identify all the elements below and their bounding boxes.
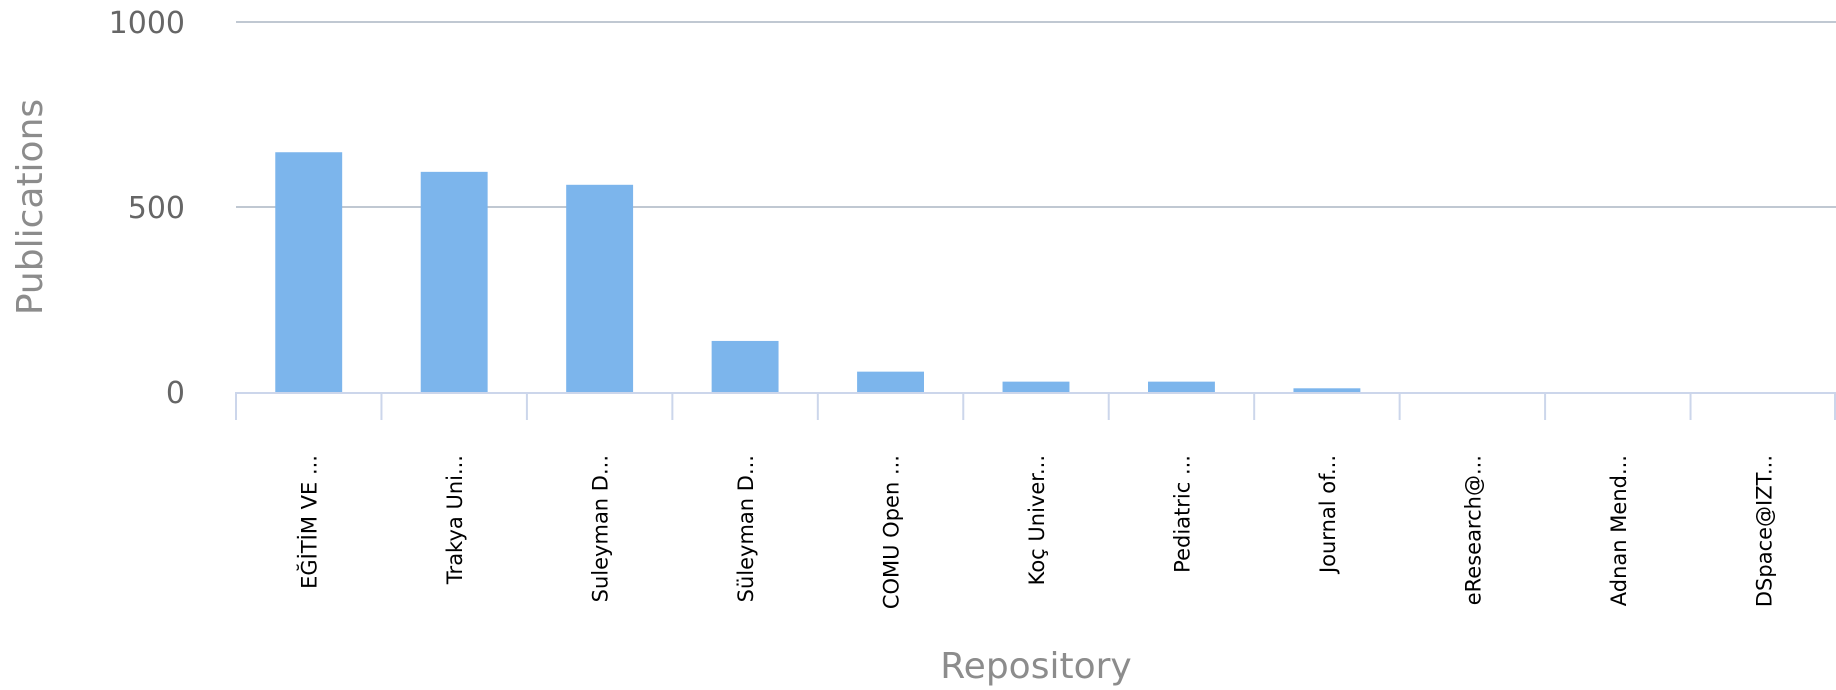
x-tick-label: DSpace@IZT... xyxy=(1752,455,1776,607)
x-axis xyxy=(235,392,1836,420)
bar[interactable] xyxy=(275,152,343,392)
bar[interactable] xyxy=(1293,388,1361,392)
bar[interactable] xyxy=(1148,381,1215,392)
bar[interactable] xyxy=(711,340,779,392)
grid-lines xyxy=(236,21,1836,208)
x-tick-label: Adnan Mend... xyxy=(1607,455,1631,606)
bar[interactable] xyxy=(1002,381,1070,392)
x-tick-label: eResearch@... xyxy=(1461,455,1485,605)
y-tick-label: 0 xyxy=(166,376,185,411)
x-axis-title: Repository xyxy=(940,646,1131,687)
bar[interactable] xyxy=(857,371,924,392)
x-tick-label: Pediatric ... xyxy=(1170,455,1194,573)
x-tick-label: Koç Univer... xyxy=(1025,455,1049,585)
y-tick-label: 500 xyxy=(128,191,185,226)
bar[interactable] xyxy=(566,184,634,392)
x-tick-label: Süleyman D... xyxy=(734,455,758,602)
bar[interactable] xyxy=(420,171,488,392)
x-tick-label: COMU Open ... xyxy=(880,455,904,609)
y-axis: 0 500 1000 xyxy=(109,6,185,411)
x-tick-label: Journal of... xyxy=(1316,455,1340,575)
x-tick-label: Suleyman D... xyxy=(589,455,613,602)
y-axis-title: Publications xyxy=(10,99,51,315)
x-tick-label: Trakya Uni... xyxy=(443,455,467,585)
bar-series xyxy=(275,152,1361,392)
y-tick-label: 1000 xyxy=(109,6,185,41)
x-tick-label: EĞİTİM VE ... xyxy=(297,455,322,589)
x-axis-labels: EĞİTİM VE ... Trakya Uni... Suleyman D... S… xyxy=(297,455,1777,609)
